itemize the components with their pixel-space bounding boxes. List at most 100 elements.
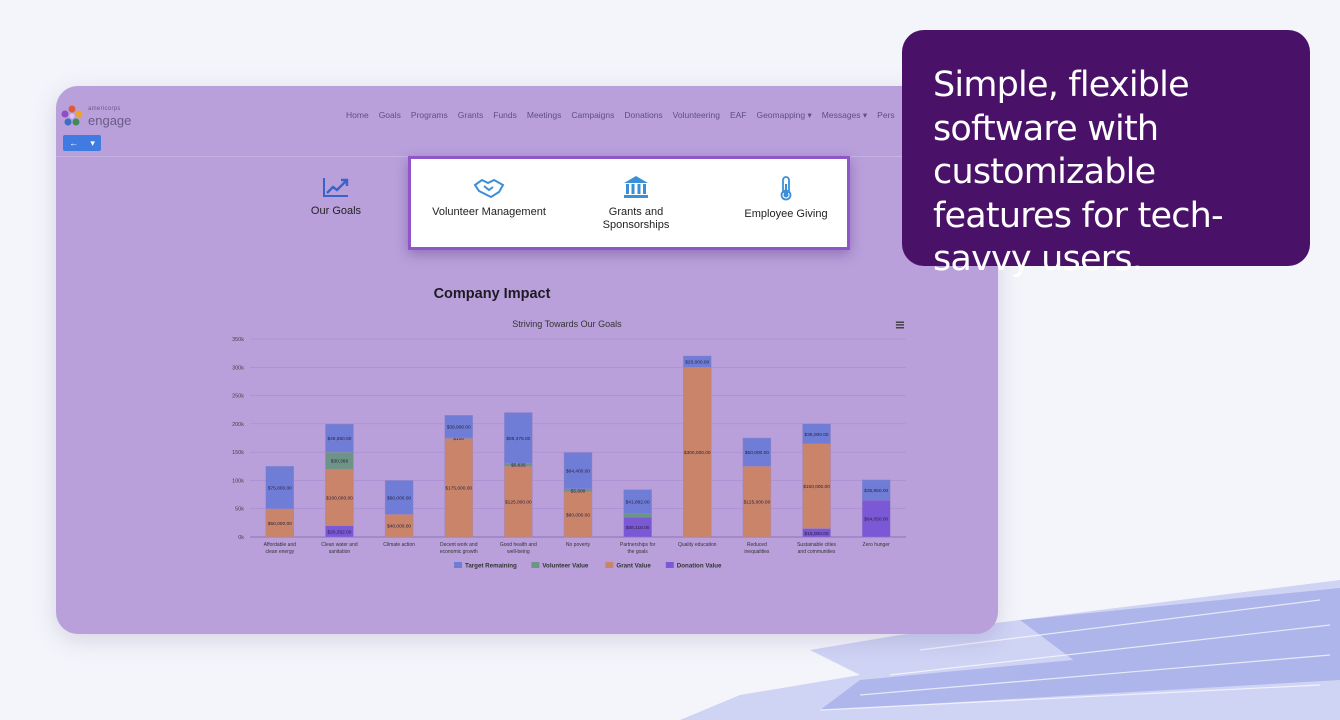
x-category-label: Quality education — [678, 542, 717, 548]
bar-segment-target[interactable] — [623, 489, 652, 514]
chart-line-icon — [323, 178, 349, 197]
y-tick-label: 0k — [238, 535, 244, 541]
bar-segment-target[interactable] — [325, 423, 354, 453]
thermometer-icon — [780, 176, 792, 201]
x-category-label: Affordable and — [264, 542, 297, 548]
bar-segment-grant[interactable] — [265, 508, 295, 538]
bar-data-label: $40,000.00 — [387, 524, 411, 530]
logo-wordmark: engage — [88, 113, 132, 128]
legend-swatch-grant — [605, 562, 614, 568]
nav-home[interactable]: Home — [346, 110, 369, 120]
top-navbar: americorps engage Home Goals Programs Gr… — [56, 100, 998, 132]
feature-volunteer-management[interactable]: Volunteer Management — [419, 177, 559, 219]
bar-data-label: $125,000.00 — [744, 500, 771, 506]
back-button[interactable]: ← ▾ — [63, 135, 101, 151]
feature-label-our-goals: Our Goals — [310, 205, 362, 217]
app-window-screenshot: americorps engage Home Goals Programs Gr… — [56, 86, 998, 634]
nav-eaf[interactable]: EAF — [729, 110, 747, 120]
flower-logo-icon — [61, 105, 83, 126]
x-category-label: sanitation — [329, 549, 351, 555]
feature-label-volunteer-management: Volunteer Management — [432, 206, 546, 218]
chart-menu-icon[interactable]: ≡ — [895, 318, 906, 333]
x-category-label: Reduced — [747, 542, 767, 548]
bar-data-label: $20,352.00 — [327, 529, 351, 535]
bar-segment-grant[interactable] — [444, 437, 473, 538]
bar-data-label: $41,882.00 — [626, 499, 650, 505]
bar-data-label: $175,000.00 — [445, 486, 472, 492]
bar-segment-grant[interactable] — [683, 367, 712, 538]
y-tick-label: 200k — [232, 422, 244, 428]
y-tick-label: 350k — [232, 337, 244, 343]
bar-segment-target[interactable] — [384, 480, 414, 515]
feature-employee-giving[interactable]: Employee Giving — [726, 175, 846, 221]
bar-data-label: $100 — [453, 436, 464, 442]
headline-text: Simple, flexible software with customiza… — [933, 65, 1224, 279]
nav-personal-truncated[interactable]: Pers — [877, 110, 895, 120]
nav-volunteering[interactable]: Volunteering — [672, 110, 720, 120]
legend-item-donation[interactable]: Donation Value — [677, 563, 722, 570]
nav-campaigns[interactable]: Campaigns — [571, 110, 615, 120]
bar-segment-target[interactable] — [563, 452, 593, 490]
x-category-label: well-being — [507, 549, 530, 555]
bar-data-label: $58,118.00 — [626, 525, 650, 531]
nav-programs[interactable]: Programs — [410, 110, 448, 120]
x-category-label: Climate action — [383, 542, 415, 548]
feature-label-employee-giving: Employee Giving — [744, 208, 828, 220]
engage-logo: americorps engage — [60, 104, 131, 128]
bar-segment-target[interactable] — [265, 466, 295, 509]
x-category-label: and communities — [798, 549, 836, 555]
y-tick-label: 150k — [232, 450, 244, 456]
bar-segment-grant[interactable] — [325, 468, 354, 526]
x-category-label: clean energy — [265, 549, 294, 555]
bar-segment-grant[interactable] — [563, 491, 593, 538]
legend-item-target[interactable]: Target Remaining — [465, 563, 517, 570]
company-impact-title: Company Impact — [433, 286, 551, 302]
bar-segment-target[interactable] — [802, 423, 831, 444]
x-category-label: the goals — [627, 549, 648, 555]
feature-our-goals[interactable]: Our Goals — [296, 176, 376, 218]
y-tick-label: 250k — [232, 394, 244, 400]
bar-data-label: $125,000.00 — [505, 500, 532, 506]
feature-grants-sponsorships[interactable]: Grants and Sponsorships — [571, 175, 701, 232]
bar-data-label: $5,600 — [571, 488, 586, 494]
legend-swatch-target — [454, 562, 462, 568]
nav-messages-dropdown[interactable]: Messages ▾ — [821, 110, 868, 120]
bar-segment-target[interactable] — [444, 415, 473, 439]
bar-data-label: $75,000.00 — [268, 486, 292, 492]
x-category-label: No poverty — [566, 542, 591, 548]
nav-donations[interactable]: Donations — [624, 110, 663, 120]
nav-goals[interactable]: Goals — [378, 110, 401, 120]
y-tick-label: 50k — [235, 507, 244, 513]
y-tick-label: 100k — [232, 478, 244, 484]
chart-title: Striving Towards Our Goals — [512, 319, 622, 329]
bar-data-label: $50,000.00 — [268, 521, 292, 527]
bar-segment-target[interactable] — [504, 412, 533, 464]
nav-grants[interactable]: Grants — [457, 110, 484, 120]
x-category-label: Partnerships for — [620, 542, 656, 548]
bar-data-label: $15,000.00 — [805, 531, 829, 537]
bar-segment-donation[interactable] — [861, 500, 891, 538]
nav-geomapping-dropdown[interactable]: Geomapping ▾ — [756, 110, 812, 120]
goals-stacked-bar-chart: Striving Towards Our Goals ≡ 0k 50k 100k 15… — [232, 318, 906, 570]
bar-data-label: $30,368 — [331, 459, 349, 465]
bar-segment-volunteer[interactable] — [623, 513, 652, 518]
nav-funds[interactable]: Funds — [493, 110, 517, 120]
bar-data-label: $100,000.00 — [326, 495, 353, 501]
x-category-label: Clean water and — [321, 542, 358, 548]
back-arrow-icon: ← — [69, 138, 79, 148]
feature-label-grants-sponsorships: Grants and Sponsorships — [602, 206, 670, 231]
bar-data-label: $60,000.00 — [387, 495, 411, 501]
legend-item-grant[interactable]: Grant Value — [616, 563, 651, 570]
x-category-label: Zero hunger — [863, 542, 891, 548]
bar-segment-grant[interactable] — [802, 443, 831, 529]
bar-data-label: $35,950.00 — [864, 488, 888, 494]
bar-segment-target[interactable] — [683, 355, 712, 368]
bar-segment-grant[interactable] — [504, 466, 533, 538]
bar-segment-target[interactable] — [742, 437, 772, 467]
legend-item-volunteer[interactable]: Volunteer Value — [542, 563, 589, 570]
nav-meetings[interactable]: Meetings — [526, 110, 562, 120]
bar-segment-target[interactable] — [861, 479, 891, 501]
x-category-label: inequalities — [744, 549, 770, 555]
y-tick-label: 300k — [232, 365, 244, 371]
bar-segment-grant[interactable] — [742, 466, 772, 538]
